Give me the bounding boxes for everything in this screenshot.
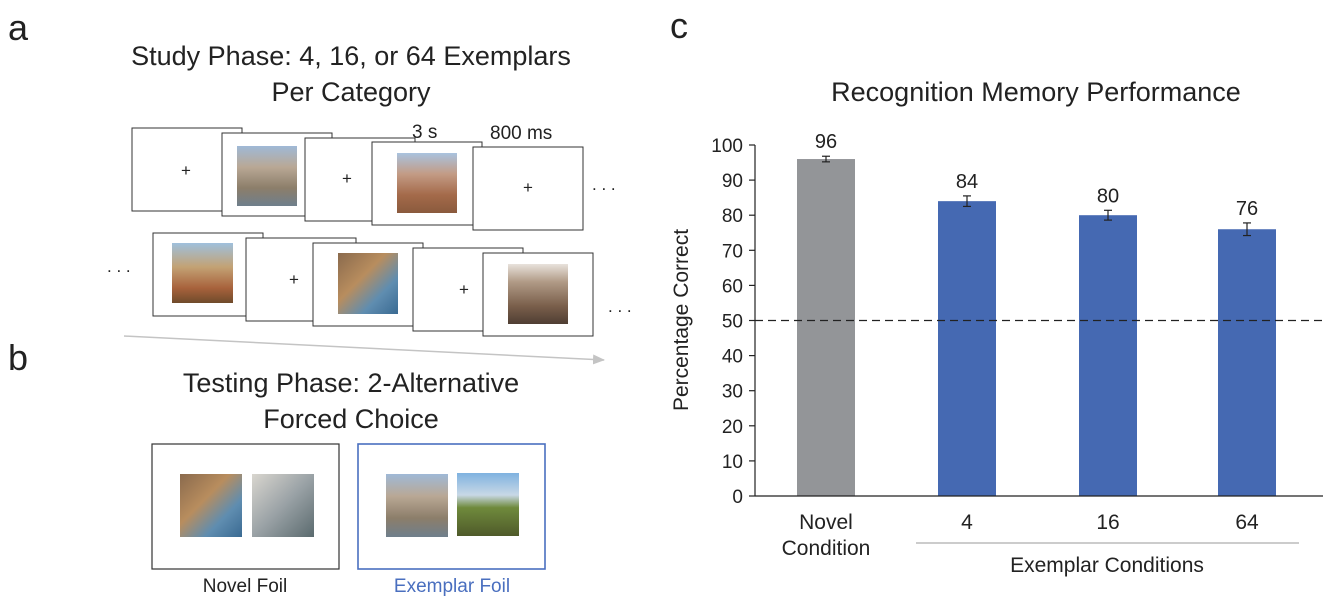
y-tick-label: 50 xyxy=(722,312,743,333)
desert-photo xyxy=(172,243,233,303)
y-tick-label: 80 xyxy=(722,206,743,227)
ellipsis: . . . xyxy=(107,257,131,276)
y-tick-label: 100 xyxy=(711,136,743,157)
exemplar-group-label: Exemplar Conditions xyxy=(1010,554,1204,577)
x-tick-label: 4 xyxy=(961,511,973,534)
panel-label-a: a xyxy=(8,7,29,48)
study-title-line2: Per Category xyxy=(271,77,431,107)
image-duration-label: 3 s xyxy=(412,122,437,143)
fixation-duration-label: 800 ms xyxy=(490,123,552,144)
y-axis: 0 10 20 30 40 50 60 70 80 90 100 xyxy=(711,136,756,508)
x-axis: Novel Condition 4 16 64 xyxy=(755,495,1323,560)
fixation-cross: + xyxy=(289,270,299,289)
y-tick-label: 40 xyxy=(722,347,743,368)
bar xyxy=(1218,229,1276,497)
recognition-chart: Recognition Memory Performance Percentag… xyxy=(670,77,1323,577)
y-tick-label: 20 xyxy=(722,417,743,438)
panel-label-c: c xyxy=(670,5,688,46)
bar xyxy=(797,159,855,497)
exemplar-foil-label: Exemplar Foil xyxy=(394,576,510,597)
fixation-cross: + xyxy=(181,161,191,180)
y-tick-label: 30 xyxy=(722,382,743,403)
library-photo xyxy=(180,474,242,537)
study-title-line1: Study Phase: 4, 16, or 64 Exemplars xyxy=(131,41,571,71)
value-label: 80 xyxy=(1097,185,1119,207)
y-tick-label: 90 xyxy=(722,171,743,192)
value-label: 84 xyxy=(956,171,978,193)
y-tick-label: 0 xyxy=(732,487,743,508)
study-phase-panel: Study Phase: 4, 16, or 64 Exemplars Per … xyxy=(107,41,632,365)
y-tick-label: 70 xyxy=(722,241,743,262)
chart-title: Recognition Memory Performance xyxy=(831,77,1241,107)
mountain-photo xyxy=(508,264,568,324)
fixation-cross: + xyxy=(342,169,352,188)
time-arrow xyxy=(123,335,605,365)
fixation-cross: + xyxy=(459,280,469,299)
testing-title-line2: Forced Choice xyxy=(263,404,439,434)
canyon-photo xyxy=(237,146,297,206)
testing-title-line1: Testing Phase: 2-Alternative xyxy=(183,368,519,398)
testing-phase-panel: Testing Phase: 2-Alternative Forced Choi… xyxy=(151,368,546,597)
x-tick-label: Condition xyxy=(782,537,871,560)
valley-photo xyxy=(457,473,519,536)
bars: 96 84 80 76 xyxy=(755,131,1323,497)
value-label: 96 xyxy=(815,131,837,153)
y-tick-label: 10 xyxy=(722,452,743,473)
novel-foil-label: Novel Foil xyxy=(203,576,287,597)
fixation-frame xyxy=(472,146,584,231)
library-photo xyxy=(338,253,398,314)
ellipsis: . . . xyxy=(608,297,632,316)
ellipsis: . . . xyxy=(592,175,616,194)
canyon-photo xyxy=(397,153,457,213)
canyon-photo xyxy=(386,474,448,537)
y-tick-label: 60 xyxy=(722,276,743,297)
lab-photo xyxy=(252,474,314,537)
bar xyxy=(938,201,996,496)
x-tick-label: 64 xyxy=(1235,511,1259,534)
panel-label-b: b xyxy=(8,337,28,378)
y-axis-label: Percentage Correct xyxy=(670,229,693,411)
value-label: 76 xyxy=(1236,198,1258,220)
fixation-cross: + xyxy=(523,178,533,197)
x-tick-label: 16 xyxy=(1096,511,1119,534)
bar xyxy=(1079,215,1137,496)
x-tick-label: Novel xyxy=(799,511,853,534)
